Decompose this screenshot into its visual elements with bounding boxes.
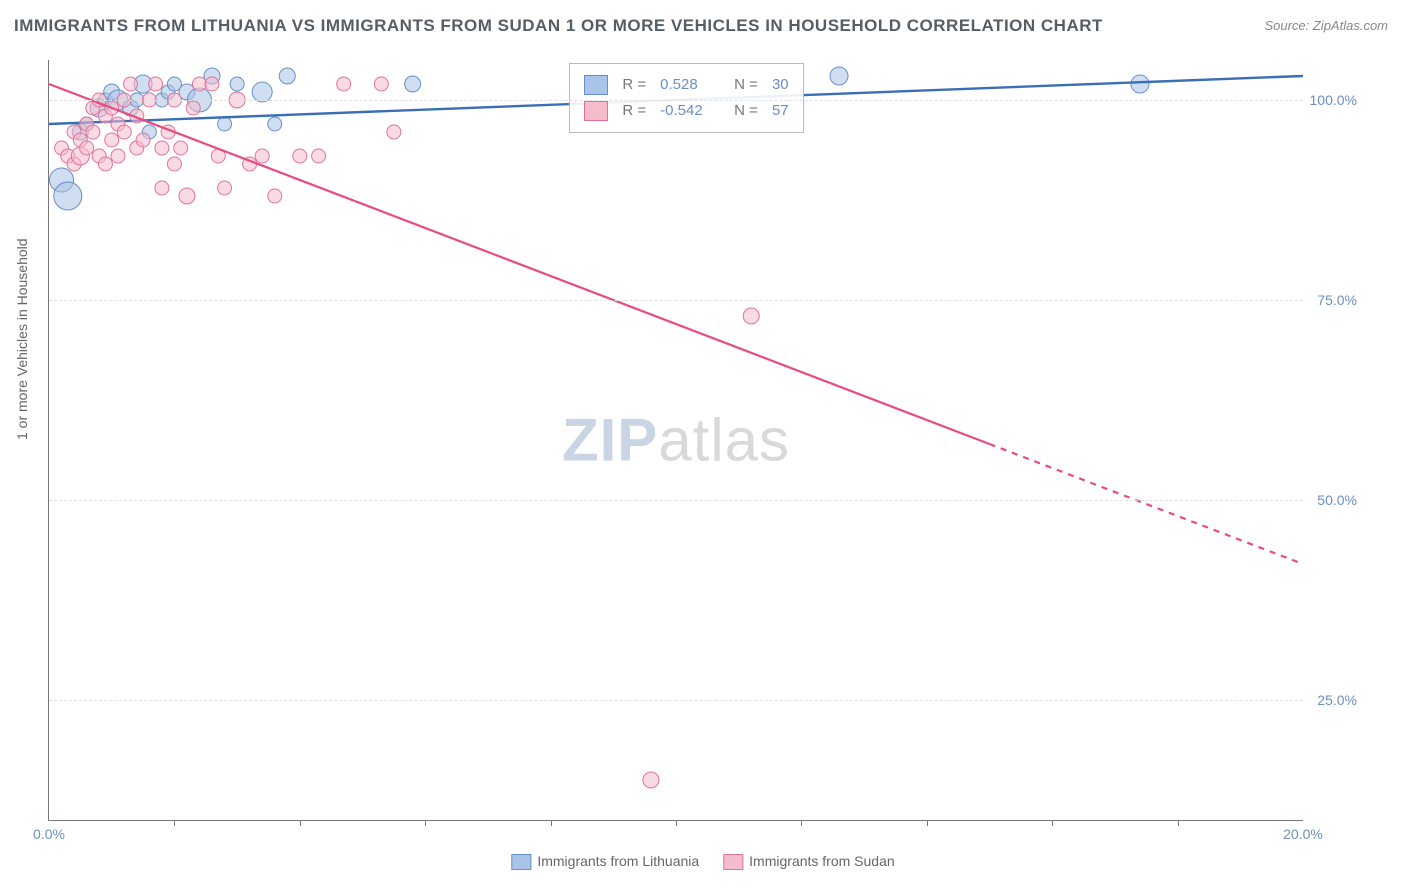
- lithuania-point: [230, 77, 244, 91]
- sudan-point: [643, 772, 659, 788]
- sudan-point: [293, 149, 307, 163]
- lithuania-point: [252, 82, 272, 102]
- legend-swatch-sudan: [584, 101, 608, 121]
- lithuania-point: [218, 117, 232, 131]
- legend-label-lithuania: Immigrants from Lithuania: [537, 853, 699, 869]
- n-label: N =: [734, 72, 758, 98]
- n-label: N =: [734, 98, 758, 124]
- sudan-point: [743, 308, 759, 324]
- sudan-point: [98, 157, 112, 171]
- legend-label-sudan: Immigrants from Sudan: [749, 853, 895, 869]
- sudan-point: [167, 157, 181, 171]
- sudan-point: [149, 77, 163, 91]
- gridline-h: [49, 700, 1303, 701]
- x-minor-tick: [300, 820, 301, 826]
- x-tick-label: 20.0%: [1283, 826, 1323, 842]
- sudan-point: [268, 189, 282, 203]
- sudan-point: [255, 149, 269, 163]
- sudan-point: [337, 77, 351, 91]
- lithuania-point: [279, 68, 295, 84]
- x-minor-tick: [801, 820, 802, 826]
- y-tick-label: 75.0%: [1317, 292, 1357, 308]
- gridline-h: [49, 300, 1303, 301]
- sudan-point: [155, 141, 169, 155]
- x-minor-tick: [551, 820, 552, 826]
- sudan-point: [218, 181, 232, 195]
- legend-swatch-lithuania: [511, 854, 531, 870]
- y-axis-label: 1 or more Vehicles in Household: [14, 238, 30, 440]
- sudan-point: [186, 101, 200, 115]
- sudan-point: [86, 125, 100, 139]
- sudan-point: [124, 77, 138, 91]
- sudan-point: [374, 77, 388, 91]
- sudan-point: [312, 149, 326, 163]
- stats-row-lithuania: R = 0.528 N = 30: [584, 72, 788, 98]
- scatter-chart: [49, 60, 1303, 820]
- correlation-stats-box: R = 0.528 N = 30 R = -0.542 N = 57: [569, 63, 803, 133]
- sudan-point: [155, 181, 169, 195]
- y-tick-label: 100.0%: [1310, 92, 1357, 108]
- plot-area: ZIPatlas R = 0.528N =30R =-0.542N =57 25…: [48, 60, 1303, 821]
- gridline-h: [49, 500, 1303, 501]
- r-label: R =: [622, 72, 646, 98]
- x-minor-tick: [676, 820, 677, 826]
- gridline-h: [49, 100, 1303, 101]
- legend-item-sudan: Immigrants from Sudan: [723, 853, 895, 870]
- sudan-point: [174, 141, 188, 155]
- legend-item-lithuania: Immigrants from Lithuania: [511, 853, 699, 870]
- stats-row-sudan: R = -0.542 N = 57: [584, 98, 788, 124]
- x-minor-tick: [1178, 820, 1179, 826]
- x-minor-tick: [1052, 820, 1053, 826]
- source-attribution: Source: ZipAtlas.com: [1264, 18, 1388, 33]
- sudan-point: [111, 149, 125, 163]
- x-tick-label: 0.0%: [33, 826, 65, 842]
- sudan-point: [192, 77, 206, 91]
- legend-swatch-lithuania: [584, 75, 608, 95]
- sudan-point: [205, 77, 219, 91]
- n-value: 57: [772, 98, 789, 124]
- lithuania-point: [1131, 75, 1149, 93]
- x-minor-tick: [174, 820, 175, 826]
- legend-swatch-sudan: [723, 854, 743, 870]
- lithuania-point: [405, 76, 421, 92]
- x-minor-tick: [927, 820, 928, 826]
- lithuania-point: [268, 117, 282, 131]
- n-value: 30: [772, 72, 789, 98]
- sudan-trendline-extrapolated: [990, 444, 1304, 564]
- y-tick-label: 25.0%: [1317, 692, 1357, 708]
- sudan-point: [117, 125, 131, 139]
- sudan-trendline: [49, 84, 990, 444]
- lithuania-point: [830, 67, 848, 85]
- sudan-point: [179, 188, 195, 204]
- sudan-point: [387, 125, 401, 139]
- x-minor-tick: [425, 820, 426, 826]
- sudan-point: [136, 133, 150, 147]
- r-value: -0.542: [660, 98, 720, 124]
- sudan-point: [105, 133, 119, 147]
- r-label: R =: [622, 98, 646, 124]
- lithuania-point: [54, 182, 82, 210]
- r-value: 0.528: [660, 72, 720, 98]
- series-legend: Immigrants from Lithuania Immigrants from…: [511, 853, 894, 870]
- chart-title: IMMIGRANTS FROM LITHUANIA VS IMMIGRANTS …: [14, 16, 1103, 36]
- y-tick-label: 50.0%: [1317, 492, 1357, 508]
- sudan-point: [80, 141, 94, 155]
